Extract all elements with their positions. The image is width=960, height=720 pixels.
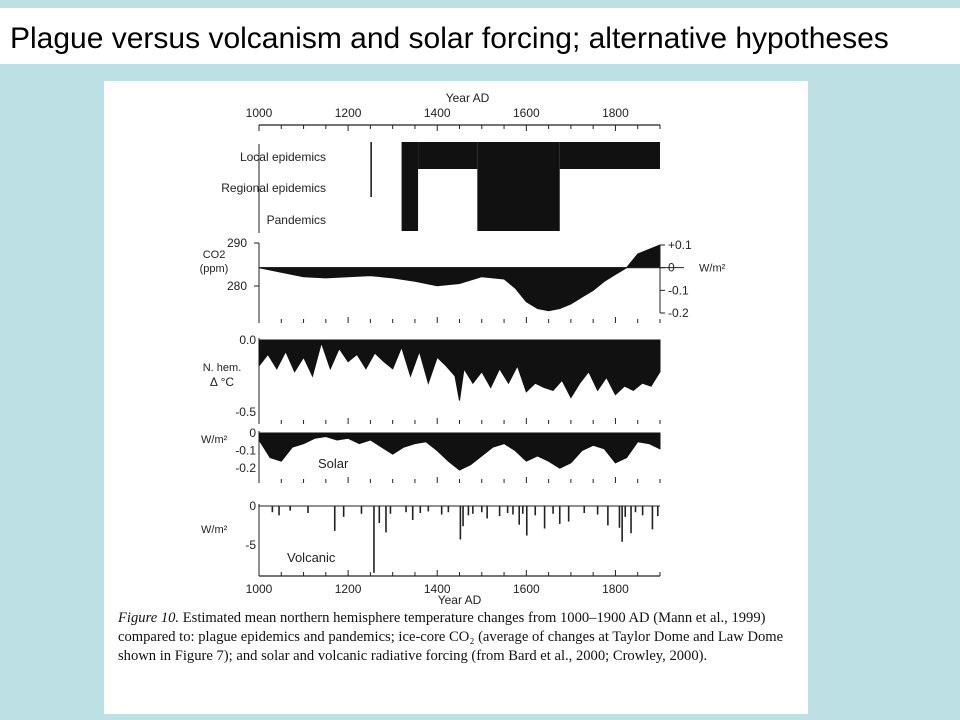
temp-tick-label-1: -0.5 <box>235 405 256 419</box>
bottom-tick-label-1600: 1600 <box>513 582 540 596</box>
solar-area <box>258 432 661 471</box>
caption-text: Estimated mean northern hemisphere tempe… <box>118 610 784 664</box>
temp-area <box>258 339 661 401</box>
bottom-tick-label-1000: 1000 <box>246 582 273 596</box>
volcanic-tick-label-1: -5 <box>245 538 256 552</box>
slide-title: Plague versus volcanism and solar forcin… <box>10 22 889 55</box>
solar-tick-label-2: -0.2 <box>235 461 256 475</box>
top-tick-label-1200: 1200 <box>335 106 362 120</box>
plague-bar-2 <box>418 142 478 169</box>
co2-left-tick-label-0: 290 <box>227 236 247 250</box>
plague-bar-0 <box>370 142 372 197</box>
volcanic-ylabel: W/m² <box>201 524 228 536</box>
bottom-axis-title: Year AD <box>438 593 482 606</box>
plague-level-label-1: Regional epidemics <box>221 181 326 195</box>
co2-right-axis-label: W/m² <box>699 263 726 275</box>
plague-level-label-2: Pandemics <box>267 213 326 227</box>
plague-bar-4 <box>559 142 660 169</box>
slide-top-strip <box>0 0 960 8</box>
bottom-tick-label-1200: 1200 <box>335 582 362 596</box>
plague-bar-1 <box>401 142 419 231</box>
co2-left-tick-label-1: 280 <box>227 279 247 293</box>
figure-chart: Year AD 1000 1200 1400 1600 1800 Local epidemi… <box>200 91 726 606</box>
temp-tick-label-0: 0.0 <box>239 333 256 347</box>
top-tick-label-1600: 1600 <box>513 106 540 120</box>
co2-ylabel-line1: CO2 <box>203 249 226 261</box>
top-tick-label-1000: 1000 <box>246 106 273 120</box>
solar-tick-label-0: 0 <box>249 426 256 440</box>
figure-caption: Figure 10. Estimated mean northern hemis… <box>118 609 804 666</box>
volcanic-series-label: Volcanic <box>287 550 336 565</box>
bottom-tick-label-1400: 1400 <box>424 582 451 596</box>
top-tick-label-1400: 1400 <box>424 106 451 120</box>
figure-panel: Year AD 1000 1200 1400 1600 1800 Local epidemi… <box>104 81 808 714</box>
co2-right-tick-label-2: -0.1 <box>668 283 689 297</box>
solar-tick-label-1: -0.1 <box>235 444 256 458</box>
solar-series-label: Solar <box>318 456 349 471</box>
solar-ylabel: W/m² <box>201 434 228 446</box>
plague-bar-3 <box>477 142 560 231</box>
top-axis-title: Year AD <box>446 91 490 105</box>
temp-ylabel-line1: N. hem. <box>203 362 242 374</box>
temp-ylabel-line2: Δ °C <box>210 375 234 389</box>
title-bar: Plague versus volcanism and solar forcin… <box>0 8 960 64</box>
volcanic-tick-label-0: 0 <box>249 499 256 513</box>
co2-area <box>258 244 661 312</box>
top-tick-label-1800: 1800 <box>602 106 629 120</box>
co2-right-tick-label-0: +0.1 <box>668 238 692 252</box>
co2-ylabel-line2: (ppm) <box>200 263 229 275</box>
bottom-tick-label-1800: 1800 <box>602 582 629 596</box>
co2-right-tick-label-3: -0.2 <box>668 306 689 320</box>
plague-level-label-0: Local epidemics <box>240 150 326 164</box>
co2-right-tick-label-1: 0 <box>668 261 675 275</box>
caption-label: Figure 10. <box>118 610 180 626</box>
